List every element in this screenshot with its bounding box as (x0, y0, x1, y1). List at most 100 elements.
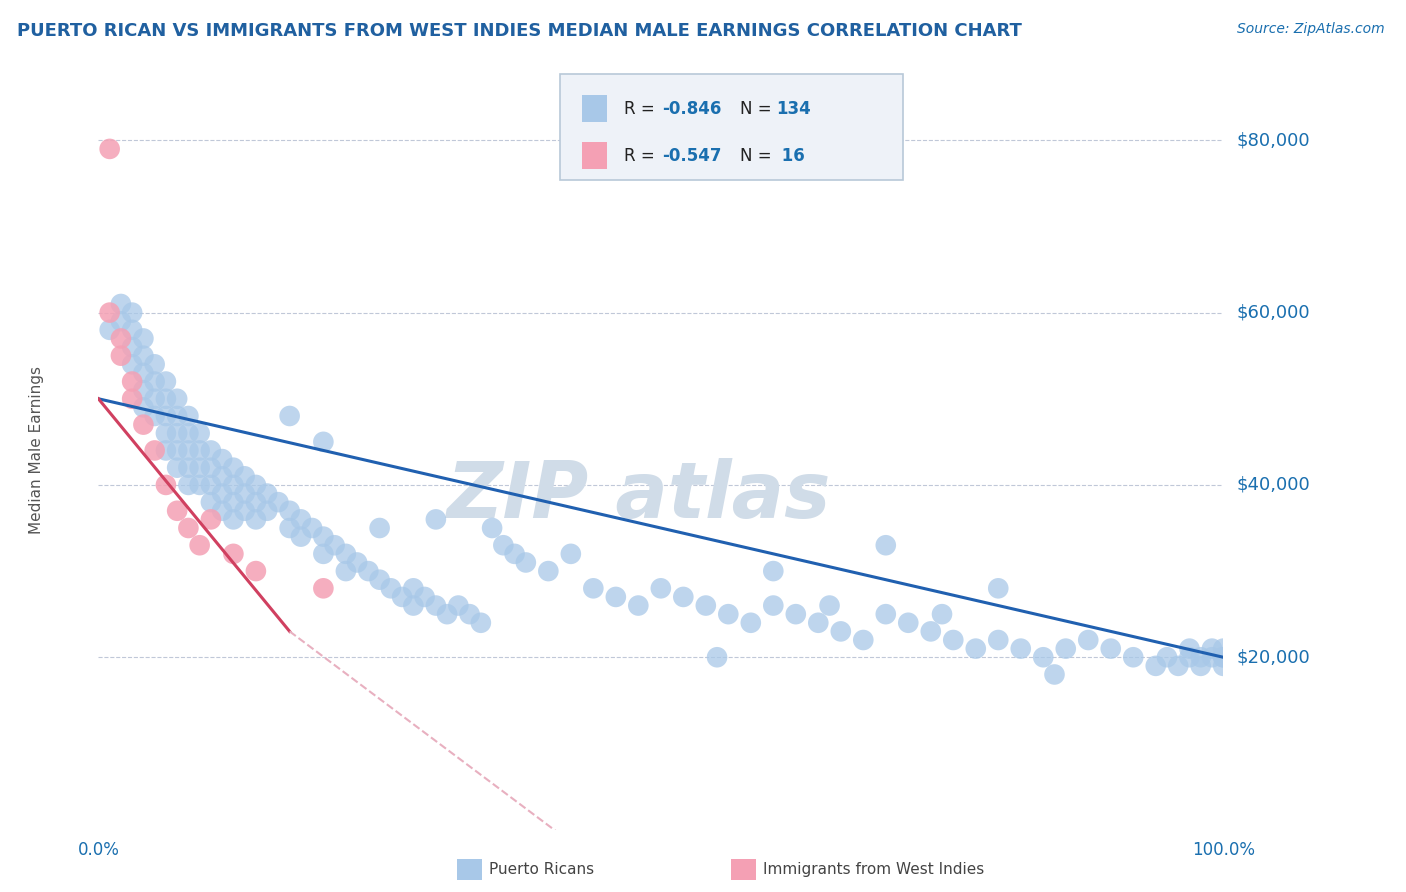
Point (222, 512, 245, 526)
Point (155, 375, 177, 389)
Point (166, 426, 188, 441)
Point (222, 547, 245, 561)
Point (155, 426, 177, 441)
Point (436, 607, 458, 622)
Point (1212, 650, 1234, 665)
Point (143, 409, 166, 423)
Point (391, 590, 413, 604)
Point (1043, 667, 1066, 681)
Point (121, 340, 143, 354)
Text: PUERTO RICAN VS IMMIGRANTS FROM WEST INDIES MEDIAN MALE EARNINGS CORRELATION CHA: PUERTO RICAN VS IMMIGRANTS FROM WEST IND… (17, 22, 1022, 40)
Point (110, 331, 132, 345)
Point (560, 547, 582, 561)
Point (942, 633, 965, 648)
Point (458, 607, 481, 622)
Point (818, 599, 841, 613)
Point (368, 521, 391, 535)
Text: $60,000: $60,000 (1237, 303, 1310, 322)
Point (1144, 658, 1167, 673)
Point (245, 478, 267, 492)
Point (132, 366, 155, 380)
Point (1189, 658, 1212, 673)
Point (233, 469, 256, 483)
Point (740, 615, 762, 630)
Point (278, 409, 301, 423)
Text: Immigrants from West Indies: Immigrants from West Indies (763, 863, 984, 877)
Point (695, 599, 717, 613)
Point (1201, 641, 1223, 656)
Point (1212, 650, 1234, 665)
Point (188, 538, 211, 552)
Point (1201, 650, 1223, 665)
Text: $80,000: $80,000 (1237, 131, 1310, 149)
Point (312, 582, 335, 596)
Text: Source: ZipAtlas.com: Source: ZipAtlas.com (1237, 22, 1385, 37)
Point (965, 641, 987, 656)
Point (98, 142, 121, 156)
Point (1178, 650, 1201, 665)
Point (312, 547, 335, 561)
Point (1212, 641, 1234, 656)
Text: $40,000: $40,000 (1237, 476, 1310, 494)
Point (762, 564, 785, 578)
Point (650, 582, 672, 596)
Point (920, 624, 942, 639)
Point (368, 573, 391, 587)
Point (402, 599, 425, 613)
Point (1122, 650, 1144, 665)
Point (155, 478, 177, 492)
Point (188, 426, 211, 441)
Text: $20,000: $20,000 (1237, 648, 1310, 666)
Point (875, 538, 897, 552)
Point (605, 590, 627, 604)
Point (121, 357, 143, 371)
Point (143, 357, 166, 371)
Text: Puerto Ricans: Puerto Ricans (489, 863, 595, 877)
Point (222, 478, 245, 492)
Point (177, 521, 200, 535)
Point (121, 305, 143, 319)
Point (762, 599, 785, 613)
Point (177, 409, 200, 423)
Point (211, 469, 233, 483)
Point (312, 434, 335, 449)
Point (1167, 658, 1189, 673)
Point (1077, 633, 1099, 648)
Point (1189, 650, 1212, 665)
Point (200, 478, 222, 492)
Point (323, 538, 346, 552)
Point (346, 556, 368, 570)
Point (132, 331, 155, 345)
Point (312, 530, 335, 544)
Point (447, 599, 470, 613)
Point (222, 460, 245, 475)
Point (256, 486, 278, 500)
Point (155, 443, 177, 458)
Point (211, 452, 233, 467)
Point (1156, 650, 1178, 665)
Text: Median Male Earnings: Median Male Earnings (30, 367, 44, 534)
Point (481, 521, 503, 535)
Point (98, 323, 121, 337)
Text: N =: N = (740, 147, 776, 165)
Point (177, 426, 200, 441)
Point (188, 443, 211, 458)
Point (211, 486, 233, 500)
Point (290, 512, 312, 526)
Point (245, 495, 267, 509)
Text: -0.547: -0.547 (662, 147, 721, 165)
Point (177, 460, 200, 475)
Point (200, 495, 222, 509)
Text: 134: 134 (776, 100, 811, 118)
Point (233, 486, 256, 500)
Text: 16: 16 (776, 147, 804, 165)
Point (278, 504, 301, 518)
Point (143, 443, 166, 458)
Point (245, 512, 267, 526)
Point (301, 521, 323, 535)
Point (852, 633, 875, 648)
Point (706, 650, 728, 665)
Point (188, 478, 211, 492)
Text: R =: R = (624, 100, 661, 118)
Point (897, 615, 920, 630)
